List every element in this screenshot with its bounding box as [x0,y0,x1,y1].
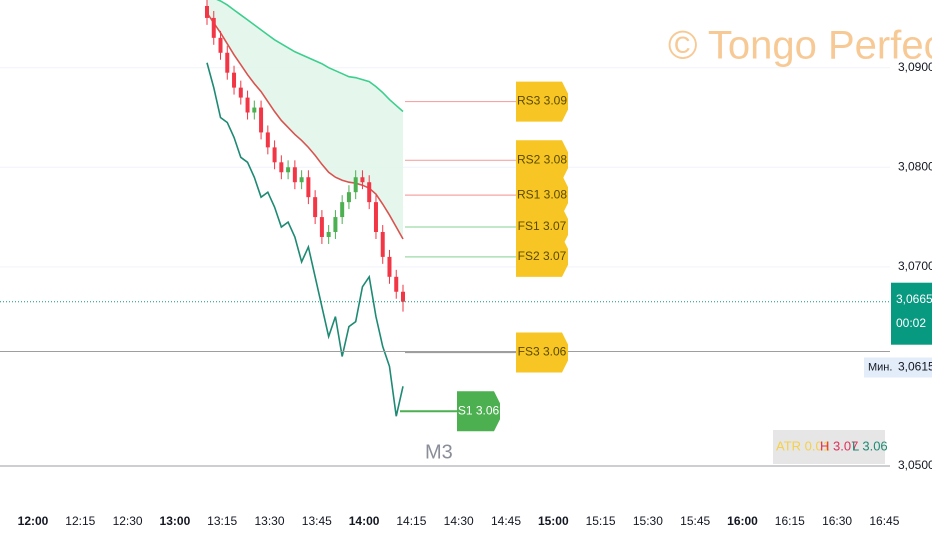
candle-body [232,72,237,88]
level-badge [516,236,568,277]
x-tick-label: 12:00 [18,514,49,528]
level-badge [457,391,500,432]
candle-body [346,192,351,203]
watermark: © Tongo Perfect [668,24,932,68]
x-tick-label: 16:15 [775,514,805,528]
y-tick-label: 3,0800 [898,159,932,173]
candle-body [373,202,378,233]
candle-body [238,87,243,98]
level-badge [516,140,568,181]
session-low-price: 3,0615 [898,360,932,374]
candle-body [333,217,338,233]
last-price-badge [891,282,932,345]
x-tick-label: 16:45 [869,514,899,528]
x-tick-label: 12:30 [113,514,143,528]
candle-body [319,217,324,237]
x-tick-label: 15:15 [586,514,616,528]
candle-body [340,202,345,218]
session-low-badge [864,357,932,378]
candle-body [205,5,209,18]
candle-body [279,162,284,173]
x-tick-label: 14:45 [491,514,521,528]
candle-body [326,232,331,237]
level-label: S1 3.06 [458,403,500,417]
x-tick-label: 15:30 [633,514,663,528]
level-badge [516,332,568,373]
level-label: FS2 3.07 [518,249,567,263]
atr-panel [773,430,885,464]
candle-body [225,52,230,73]
candle-body [299,177,304,183]
x-tick-label: 12:15 [65,514,95,528]
candle-body [313,197,318,218]
x-tick-label: 14:30 [444,514,474,528]
candle-body [401,291,405,302]
candle-body [245,97,250,113]
atr-high: H 3.07 [820,438,858,453]
candle-body [367,182,372,203]
x-tick-label: 15:45 [680,514,710,528]
level-label: RS1 3.08 [517,187,567,201]
atr-low: L 3.06 [852,438,888,453]
candle-body [387,256,392,277]
y-tick-label: 3,0700 [898,259,932,273]
candle-body [259,107,264,133]
y-tick-label: 3,0500 [898,458,932,472]
session-low-name: Мин. [868,361,892,373]
candle-body [292,167,297,183]
x-tick-label: 15:00 [538,514,569,528]
y-tick-label: 3,0900 [898,60,932,74]
level-label: RS3 3.09 [517,94,567,108]
candle-body [272,147,277,163]
last-price-countdown: 00:02 [896,316,926,330]
x-tick-label: 13:00 [160,514,191,528]
indicator-line [216,0,404,113]
x-tick-label: 16:30 [822,514,852,528]
candle-body [286,167,291,173]
level-label: FS1 3.07 [518,219,567,233]
level-badge [516,175,568,216]
x-tick-label: 13:15 [207,514,237,528]
level-badge [516,81,568,122]
atr-value: ATR 0.01 [776,438,830,453]
x-tick-label: 14:15 [396,514,426,528]
x-tick-label: 16:00 [727,514,758,528]
candle-body [353,177,358,193]
x-tick-label: 13:45 [302,514,332,528]
candle-body [252,107,257,113]
candle-body [360,177,365,183]
interval-label: M3 [425,441,453,463]
candle-body [265,132,270,148]
candle-body [380,232,385,257]
candle-body [218,37,223,53]
level-label: RS2 3.08 [517,152,567,166]
level-label: FS3 3.06 [518,345,567,359]
x-tick-label: 14:00 [349,514,380,528]
last-price-label: 3,0665 [896,292,932,306]
candle-body [211,17,216,38]
candle-body [394,276,399,292]
indicator-line [206,62,404,417]
candle-body [306,177,311,198]
x-tick-label: 13:30 [254,514,284,528]
